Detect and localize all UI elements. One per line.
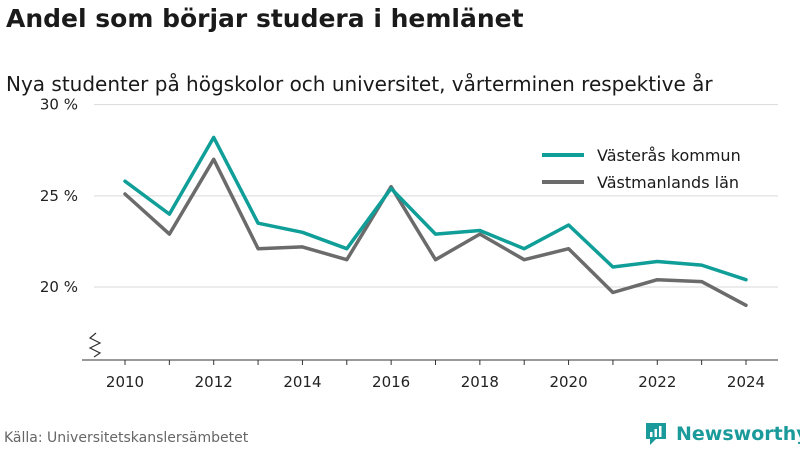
- source-note: Källa: Universitetskanslersämbetet: [4, 430, 249, 446]
- grid-lines: [94, 104, 778, 288]
- chart-subtitle: Nya studenter på högskolor och universit…: [6, 72, 713, 96]
- series-lines: [123, 135, 748, 308]
- brand-name: Newsworthy: [676, 423, 800, 445]
- axis-break-zigzag: [88, 332, 102, 358]
- series-line: [123, 135, 748, 282]
- x-tick-label: 2012: [195, 373, 233, 391]
- y-tick-label: 25 %: [40, 187, 78, 205]
- y-tick-label: 20 %: [40, 278, 78, 296]
- x-tick-label: 2020: [549, 373, 587, 391]
- x-tick-label: 2018: [461, 373, 499, 391]
- legend-label: Västerås kommun: [597, 146, 741, 165]
- series-line: [123, 157, 748, 308]
- x-tick-label: 2014: [283, 373, 321, 391]
- legend: Västerås kommun Västmanlands län: [542, 146, 741, 192]
- y-tick-label: 30 %: [40, 96, 78, 114]
- axis-break-icon: [88, 332, 102, 358]
- newsworthy-logo-icon: [646, 423, 666, 445]
- y-axis-tick-labels: 20 % 25 % 30 %: [40, 96, 78, 296]
- x-tick-label: 2024: [727, 373, 765, 391]
- chart-title: Andel som börjar studera i hemlänet: [6, 4, 524, 33]
- x-axis: 2010 2012 2014 2016 2018 2020 2022 2024: [82, 359, 778, 391]
- legend-label: Västmanlands län: [597, 173, 739, 192]
- x-tick-label: 2022: [638, 373, 676, 391]
- brand-logo: Newsworthy: [644, 420, 800, 448]
- x-tick-label: 2010: [106, 373, 144, 391]
- x-tick-label: 2016: [372, 373, 410, 391]
